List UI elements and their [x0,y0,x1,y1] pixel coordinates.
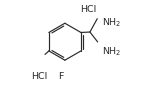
Text: NH$_2$: NH$_2$ [102,17,121,29]
Text: F: F [58,72,63,81]
Text: HCl: HCl [31,72,48,81]
Text: NH$_2$: NH$_2$ [102,45,121,58]
Text: HCl: HCl [80,5,96,14]
